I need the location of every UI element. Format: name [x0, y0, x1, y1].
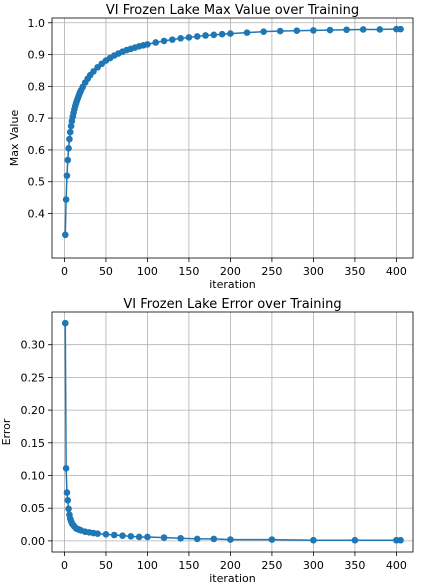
data-point: [260, 28, 267, 35]
x-tick-label: 250: [261, 559, 282, 572]
data-point: [376, 26, 384, 33]
data-point: [152, 39, 160, 46]
chart-title: VI Frozen Lake Error over Training: [123, 297, 341, 312]
data-point: [227, 536, 234, 543]
y-tick-label: 0.15: [21, 437, 46, 450]
y-tick-label: 0.05: [21, 502, 46, 515]
x-tick-label: 0: [61, 265, 68, 278]
data-point: [160, 534, 168, 541]
x-axis-label: iteration: [209, 572, 255, 585]
data-point: [310, 536, 317, 544]
data-point: [66, 128, 74, 136]
x-tick-label: 400: [386, 265, 407, 278]
x-tick-label: 250: [261, 265, 282, 278]
x-tick-label: 300: [303, 265, 324, 278]
data-point: [119, 532, 126, 539]
y-axis-label: Error: [0, 418, 13, 445]
data-point: [359, 26, 367, 33]
error-chart: 0 50 100 150 200 250 300 350 400 0.00 0.05 0.10 0.15…: [0, 297, 414, 585]
data-point: [62, 464, 70, 472]
x-tick-label: 100: [137, 559, 158, 572]
series-line: [64, 28, 401, 235]
y-tick-label: 0.8: [28, 80, 46, 93]
y-tick-label: 0.7: [28, 112, 46, 125]
data-point: [67, 122, 75, 130]
x-tick-label: 150: [178, 265, 199, 278]
y-tick-label: 0.25: [21, 371, 46, 384]
data-point: [343, 26, 350, 34]
data-point: [210, 535, 218, 543]
data-point: [64, 497, 72, 504]
x-tick-label: 50: [99, 265, 113, 278]
data-point: [102, 531, 110, 538]
data-point: [397, 536, 404, 544]
y-tick-label: 0.30: [21, 339, 46, 352]
data-point: [61, 231, 69, 239]
y-tick-label: 0.00: [21, 535, 46, 548]
data-point: [127, 533, 135, 540]
x-tick-label: 200: [220, 265, 241, 278]
max-value-chart: 0 50 100 150 200 250 300 350 400 0.4 0.5 0.6 0.7 0.8 0…: [8, 3, 414, 291]
y-tick-label: 0.10: [21, 469, 46, 482]
x-tick-label: 150: [178, 559, 199, 572]
data-point: [185, 34, 193, 41]
data-point: [243, 29, 251, 36]
data-point: [65, 505, 72, 513]
y-tick-label: 0.5: [28, 176, 46, 189]
data-point: [144, 41, 151, 48]
data-point: [144, 533, 151, 541]
x-tick-label: 300: [303, 559, 324, 572]
y-tick-label: 1.0: [28, 17, 46, 30]
plot-frame: [51, 311, 414, 553]
plot-frame: [51, 17, 414, 259]
data-point: [193, 535, 201, 543]
data-point: [326, 26, 334, 34]
data-point: [169, 36, 176, 43]
data-point: [94, 530, 101, 537]
series-line: [64, 323, 401, 541]
data-point: [227, 30, 234, 37]
data-point: [210, 31, 218, 39]
data-point: [160, 37, 168, 45]
y-tick-label: 0.4: [28, 207, 46, 220]
data-point: [268, 536, 276, 543]
x-tick-label: 400: [386, 559, 407, 572]
data-point: [218, 30, 226, 38]
data-point: [62, 196, 70, 203]
data-point: [64, 156, 72, 164]
y-axis-label: Max Value: [8, 110, 21, 167]
data-point: [193, 33, 201, 40]
x-tick-label: 100: [137, 265, 158, 278]
chart-title: VI Frozen Lake Max Value over Training: [106, 3, 359, 18]
x-tick-label: 350: [344, 265, 365, 278]
data-point: [61, 319, 69, 327]
y-tick-label: 0.6: [28, 144, 46, 157]
data-point: [177, 534, 184, 542]
data-point: [177, 35, 184, 42]
data-point: [90, 68, 97, 75]
data-point: [276, 27, 284, 35]
data-point: [65, 145, 72, 152]
data-point: [351, 536, 359, 544]
x-tick-label: 350: [344, 559, 365, 572]
x-tick-label: 0: [61, 559, 68, 572]
data-point: [202, 32, 209, 39]
data-point: [63, 172, 71, 179]
y-tick-label: 0.20: [21, 404, 46, 417]
data-point: [310, 27, 317, 34]
x-tick-label: 50: [99, 559, 113, 572]
data-point: [66, 135, 73, 143]
data-point: [135, 533, 143, 541]
data-point: [397, 25, 404, 33]
data-point: [63, 489, 71, 496]
data-point: [293, 27, 301, 35]
y-tick-label: 0.9: [28, 49, 46, 62]
x-tick-label: 200: [220, 559, 241, 572]
data-point: [110, 531, 118, 539]
x-axis-label: iteration: [209, 278, 255, 291]
